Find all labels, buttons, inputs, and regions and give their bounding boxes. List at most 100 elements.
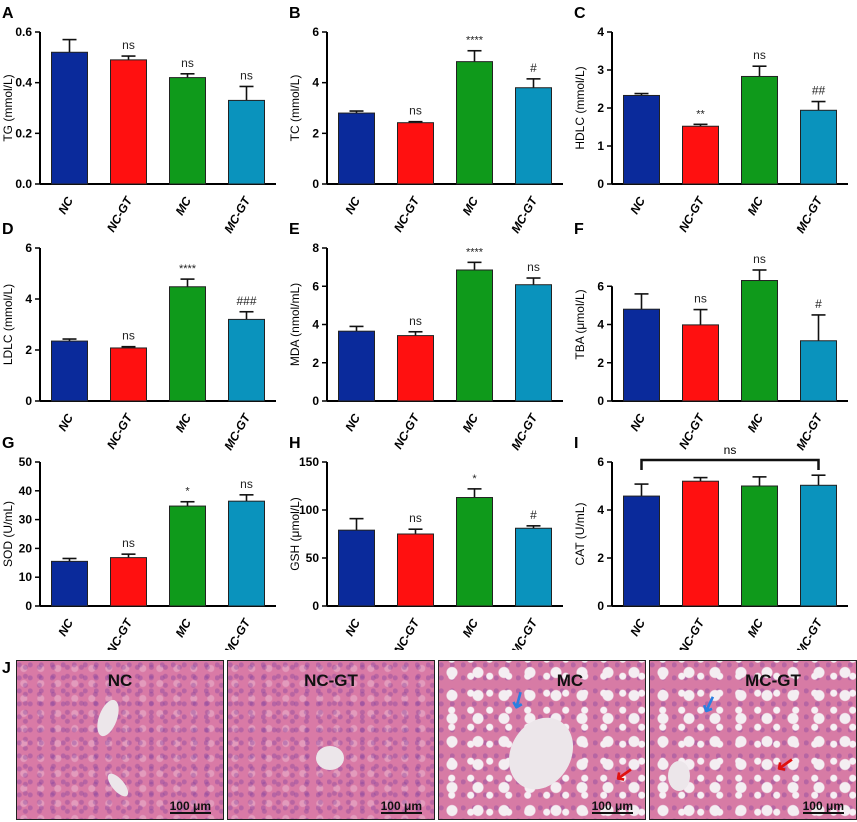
significance-label: ** [696,108,705,120]
significance-label: # [530,61,537,75]
scale-bar: 100 μm [380,799,423,814]
x-tick-label: NC-GT [391,615,423,650]
blue-arrow-icon: ↙ [696,688,722,719]
y-tick-label: 4 [25,292,32,306]
y-tick-label: 4 [597,503,604,517]
bar-nc [51,51,88,185]
significance-label: # [815,297,822,311]
x-tick-label: NC-GT [676,410,708,451]
y-tick-label: 2 [597,356,604,370]
x-tick-label: NC [627,616,648,638]
histology-label: MC-GT [745,671,801,690]
comparison-bracket [640,458,820,470]
panel-label-i: I [574,435,578,452]
x-tick-label: NC [627,411,648,433]
panel-label-a: A [2,5,14,22]
bar-nc [51,560,88,607]
significance-label: ns [240,68,253,82]
bar-nc [51,340,88,402]
y-tick-label: 6 [312,279,319,293]
y-tick-label: 0 [25,599,32,613]
significance-label: ns [409,511,422,525]
bar-mc-gt [228,99,265,185]
panel-label-c: C [574,5,586,22]
bar-mc [169,77,206,185]
y-tick-label: 6 [25,241,32,255]
panel-label-h: H [289,435,301,452]
y-tick-label: 0.4 [15,76,32,90]
y-tick-label: 6 [312,25,319,39]
y-axis-label: CAT (U/mL) [573,503,587,566]
bar-nc [338,330,375,402]
panel-label-b: B [289,5,301,22]
y-tick-label: 0 [312,599,319,613]
bar-nc [623,495,660,607]
bar-nc [338,529,375,607]
y-tick-label: 0.0 [15,177,32,191]
bar-nc-gt [110,347,147,402]
x-tick-label: MC [745,194,767,217]
bar-mc-gt [228,318,265,402]
significance-label: ns [122,329,135,343]
x-tick-label: MC-GT [793,410,826,453]
significance-label: ns [409,104,422,118]
x-tick-label: MC [173,194,195,217]
significance-label: ns [527,260,540,274]
x-tick-label: MC [173,411,195,434]
y-tick-label: 4 [312,318,319,332]
bar-nc-gt [682,125,719,185]
bar-mc-gt [515,87,552,185]
y-axis-label: MDA (nmol/mL) [288,283,302,366]
significance-label: **** [179,263,197,275]
bar-mc [456,269,493,402]
y-tick-label: 0.6 [15,25,32,39]
y-tick-label: 0 [25,394,32,408]
scale-bar: 100 μm [802,799,845,814]
y-tick-label: 30 [19,513,33,527]
y-tick-label: 2 [597,101,604,115]
bar-nc-gt [397,533,434,607]
bar-nc-gt [110,557,147,607]
panel-label-d: D [2,221,14,238]
bar-nc-gt [110,59,147,185]
significance-label: **** [466,35,484,47]
y-tick-label: 8 [312,241,319,255]
scale-bar: 100 μm [169,799,212,814]
y-tick-label: 2 [312,126,319,140]
histology-image-nc: NC 100 μm [16,660,224,820]
significance-label: * [185,486,190,498]
x-tick-label: NC [342,616,363,638]
panel-label-g: G [2,435,14,452]
panel-label-j: J [2,660,11,677]
bar-mc [741,280,778,402]
bar-nc-gt [682,480,719,607]
y-axis-label: HDLC (mmol/L) [573,66,587,149]
bar-nc-gt [397,335,434,402]
significance-label: ns [181,56,194,70]
x-tick-label: NC [55,411,76,433]
x-tick-label: NC [55,194,76,216]
significance-label: ns [753,48,766,62]
y-tick-label: 6 [597,455,604,469]
y-tick-label: 0 [312,177,319,191]
panel-label-f: F [574,221,584,238]
x-tick-label: NC [342,411,363,433]
bracket-significance-label: ns [724,443,737,457]
significance-label: ## [812,84,826,98]
bar-mc [456,497,493,607]
significance-label: ### [236,294,256,308]
y-axis-label: GSH (μmol/L) [288,497,302,571]
x-tick-label: MC-GT [221,193,254,236]
x-tick-label: NC-GT [391,410,423,451]
y-axis-label: TC (mmol/L) [288,75,302,142]
x-tick-label: MC-GT [221,615,254,650]
histology-image-nc-gt: NC-GT 100 μm [227,660,435,820]
significance-label: # [530,508,537,522]
y-axis-label: TBA (μmol/L) [573,289,587,359]
y-tick-label: 0.2 [15,126,32,140]
significance-label: ns [122,536,135,550]
x-tick-label: NC-GT [104,615,136,650]
bar-nc-gt [397,122,434,185]
scale-bar: 100 μm [591,799,634,814]
